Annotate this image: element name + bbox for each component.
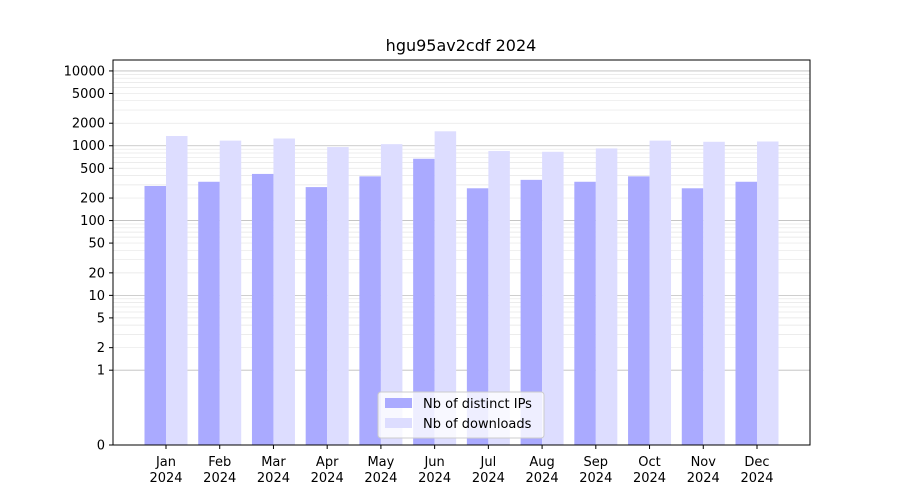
x-tick-label-year: 2024 <box>633 471 666 486</box>
bar-nb-of-distinct-ips-apr <box>305 187 328 445</box>
x-tick-label-month: May <box>367 455 394 470</box>
x-tick-label-month: Aug <box>529 455 554 470</box>
legend: Nb of distinct IPs Nb of downloads <box>377 391 545 439</box>
y-tick-label: 5 <box>97 311 105 326</box>
legend-box <box>377 391 545 439</box>
bar-nb-of-downloads-sep <box>595 148 618 445</box>
bar-nb-of-distinct-ips-oct <box>628 176 650 445</box>
bar-nb-of-distinct-ips-jun <box>413 158 435 445</box>
bar-nb-of-downloads-jun <box>434 131 457 445</box>
bar-nb-of-downloads-mar <box>273 138 295 445</box>
x-tick-label-year: 2024 <box>740 471 773 486</box>
y-tick-label: 1000 <box>72 139 105 154</box>
legend-swatch <box>385 398 412 408</box>
x-tick-label-month: Jul <box>480 455 497 470</box>
bar-nb-of-distinct-ips-jan <box>144 185 166 445</box>
bar-nb-of-downloads-nov <box>703 141 725 445</box>
y-tick-label: 0 <box>97 439 105 454</box>
x-tick-label-month: Jun <box>423 455 444 470</box>
bar-nb-of-downloads-aug <box>542 151 564 446</box>
x-tick-label-month: Dec <box>744 455 769 470</box>
x-tick-label-month: Sep <box>584 455 609 470</box>
x-tick-label-year: 2024 <box>149 471 182 486</box>
bar-nb-of-downloads-dec <box>757 141 779 445</box>
bar-nb-of-distinct-ips-feb <box>198 181 220 445</box>
bars <box>144 131 779 446</box>
y-tick-label: 200 <box>80 192 105 207</box>
x-tick-label-month: Jan <box>155 455 176 470</box>
y-tick-label: 10 <box>88 289 105 304</box>
x-tick-label-year: 2024 <box>687 471 720 486</box>
bar-nb-of-distinct-ips-nov <box>681 188 704 445</box>
bar-nb-of-distinct-ips-mar <box>251 173 274 445</box>
legend-swatch <box>385 418 412 428</box>
y-tick-label: 20 <box>88 266 105 281</box>
y-axis: 0 1 2 5 10 20 50 100 200 500 1000 2000 5000 10000 <box>64 64 113 454</box>
bar-nb-of-downloads-jul <box>488 151 510 445</box>
bar-nb-of-downloads-apr <box>327 147 349 445</box>
y-tick-label: 2 <box>97 341 105 356</box>
x-tick-label-month: Mar <box>261 455 286 470</box>
bar-nb-of-downloads-jan <box>166 135 188 445</box>
x-tick-label-year: 2024 <box>579 471 612 486</box>
bar-nb-of-distinct-ips-dec <box>735 181 757 445</box>
y-tick-label: 500 <box>80 162 105 177</box>
legend-label: Nb of distinct IPs <box>423 397 532 412</box>
x-tick-label-year: 2024 <box>257 471 290 486</box>
x-tick-label-year: 2024 <box>418 471 451 486</box>
y-tick-label: 2000 <box>72 117 105 132</box>
legend-label: Nb of downloads <box>423 417 532 432</box>
y-tick-label: 50 <box>88 237 105 252</box>
bar-nb-of-distinct-ips-may <box>359 176 381 445</box>
chart-title: hgu95av2cdf 2024 <box>386 36 537 55</box>
x-tick-label-year: 2024 <box>364 471 397 486</box>
y-tick-label: 100 <box>80 214 105 229</box>
bar-nb-of-downloads-oct <box>649 140 672 445</box>
plot-area-frame <box>112 59 811 446</box>
x-tick-label-year: 2024 <box>526 471 559 486</box>
x-tick-label-year: 2024 <box>472 471 505 486</box>
x-tick-label-month: Oct <box>638 455 660 470</box>
bar-nb-of-downloads-may <box>380 144 403 445</box>
bar-nb-of-distinct-ips-jul <box>466 188 489 445</box>
y-tick-label: 10000 <box>64 64 105 79</box>
x-tick-label-month: Apr <box>316 455 339 470</box>
y-tick-label: 1 <box>97 364 105 379</box>
x-tick-label-year: 2024 <box>311 471 344 486</box>
bar-nb-of-downloads-feb <box>219 140 242 445</box>
bar-nb-of-distinct-ips-sep <box>574 181 596 445</box>
x-tick-label-month: Feb <box>208 455 231 470</box>
x-axis: Jan2024Feb2024Mar2024Apr2024May2024Jun20… <box>149 445 774 486</box>
x-tick-label-year: 2024 <box>203 471 236 486</box>
bar-nb-of-distinct-ips-aug <box>520 179 543 445</box>
x-tick-label-month: Nov <box>691 455 717 470</box>
y-tick-label: 5000 <box>72 87 105 102</box>
